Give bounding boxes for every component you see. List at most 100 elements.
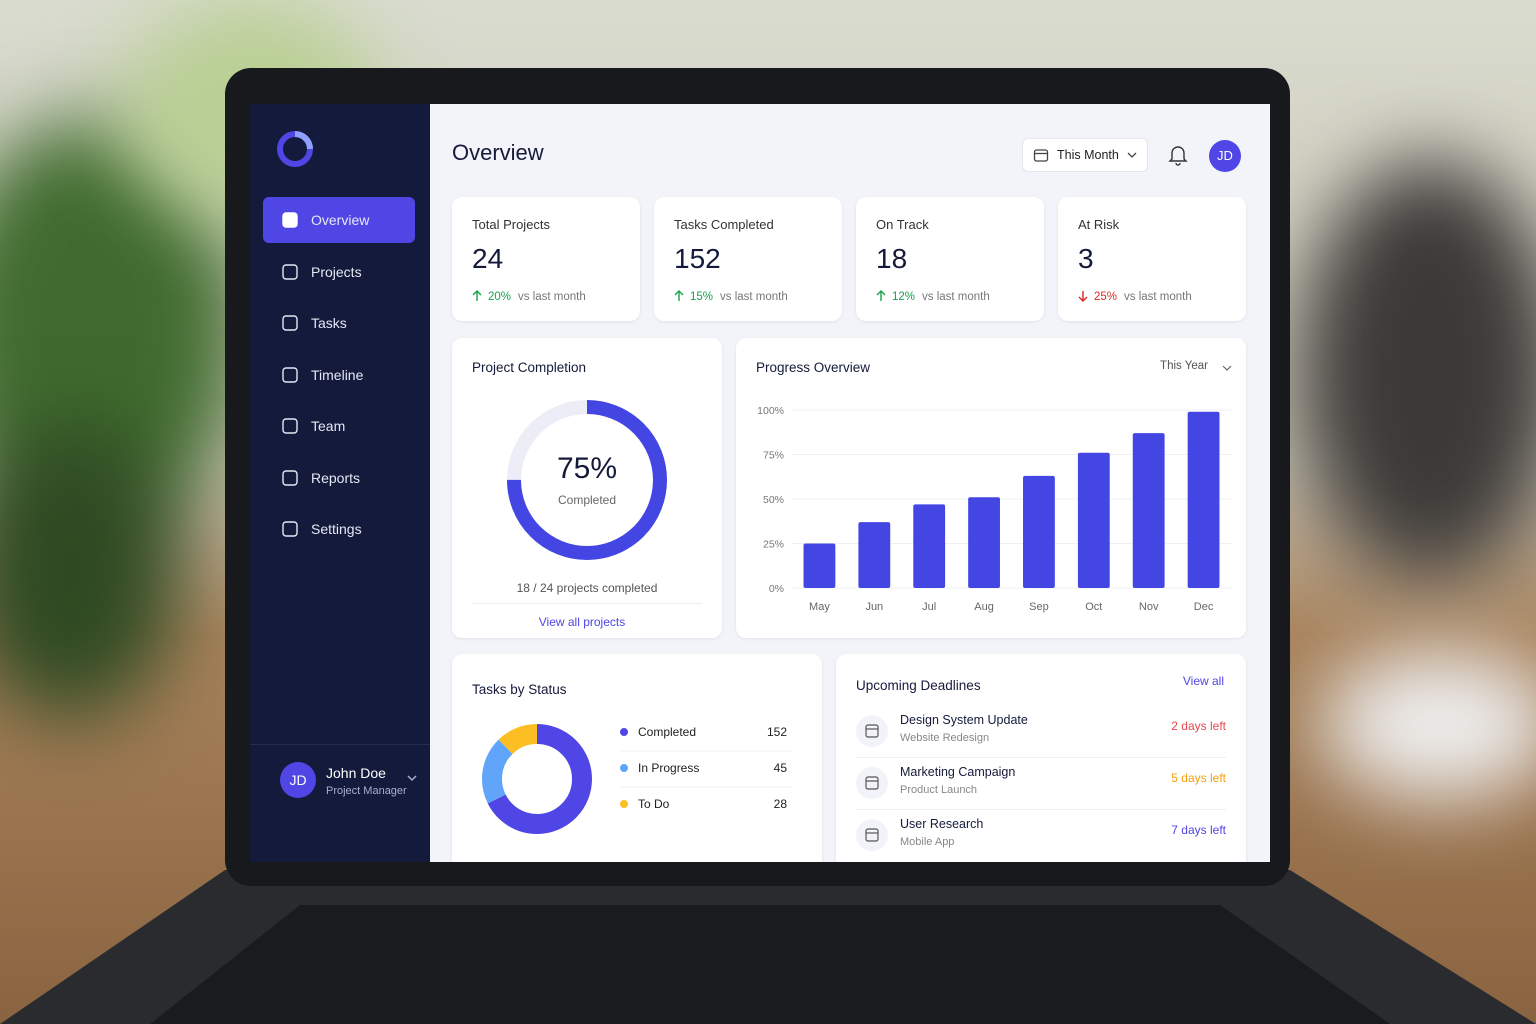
- bar: [1023, 475, 1055, 588]
- stat-note: vs last month: [518, 291, 586, 303]
- donut-value: 75%: [557, 452, 617, 485]
- bell-icon[interactable]: [1168, 144, 1188, 166]
- legend-label: In Progress: [638, 761, 699, 775]
- chevron-path: [1222, 365, 1232, 371]
- nav-icon: [282, 521, 298, 537]
- nav-item[interactable]: Reports: [263, 455, 415, 501]
- page-title: Overview: [452, 140, 544, 165]
- card-title: Project Completion: [472, 360, 587, 375]
- arrow-shape: [1078, 291, 1088, 302]
- plant-blur: [0, 420, 180, 720]
- stat-note: vs last month: [922, 291, 990, 303]
- chevron-path: [407, 775, 417, 782]
- icon-shape: [1168, 146, 1188, 166]
- arrow-shape: [674, 290, 684, 301]
- period-select[interactable]: This Month: [1022, 138, 1148, 172]
- header-avatar[interactable]: JD: [1209, 140, 1241, 172]
- legend-value: 28: [774, 797, 788, 811]
- logo-arc: [294, 131, 313, 150]
- deadline-row[interactable]: Marketing Campaign Product Launch 5 days l…: [856, 761, 1226, 810]
- nav-item[interactable]: Team: [263, 403, 415, 449]
- legend-dot: [620, 728, 628, 736]
- legend-value: 152: [767, 725, 787, 739]
- icon-shape: [282, 418, 298, 434]
- deadline-name: Marketing Campaign: [900, 765, 1016, 779]
- nav-label: Projects: [311, 263, 362, 280]
- icon-shape: [282, 212, 298, 228]
- nav-icon: [282, 315, 298, 331]
- chevron: [1222, 365, 1232, 371]
- nav-item[interactable]: Overview: [263, 197, 415, 243]
- chevron-path: [1127, 152, 1137, 158]
- legend-dot: [620, 800, 628, 808]
- nav-item[interactable]: Projects: [263, 249, 415, 295]
- user-role: Project Manager: [326, 785, 407, 797]
- x-tick-label: Oct: [1085, 601, 1102, 613]
- stat-label: Total Projects: [472, 217, 551, 232]
- trend-arrow: [472, 290, 482, 301]
- stat-card: Tasks Completed 152 15% vs last month: [654, 197, 842, 321]
- notebook-blur: [1320, 650, 1536, 800]
- icon-bg: [856, 715, 888, 747]
- y-tick-label: 100%: [757, 405, 784, 417]
- view-projects-link[interactable]: View all projects: [538, 615, 626, 629]
- icon-shape: [865, 776, 879, 790]
- completion-summary: 18 / 24 projects completed: [516, 581, 658, 595]
- sidebar: JD John Doe Project Manager Overview Proj…: [250, 104, 430, 862]
- nav-item[interactable]: Tasks: [263, 300, 415, 346]
- deadline-row[interactable]: User Research Mobile App 7 days left: [856, 813, 1226, 859]
- deadline-name: Design System Update: [900, 713, 1028, 727]
- deadlines-card: Upcoming Deadlines View all Design System …: [836, 654, 1246, 862]
- divider: [856, 757, 1226, 758]
- stat-value: 18: [876, 243, 908, 274]
- logo: [277, 131, 313, 167]
- nav-label: Team: [311, 418, 346, 434]
- x-tick-label: Nov: [1139, 601, 1159, 613]
- nav-label: Settings: [311, 521, 362, 537]
- deadline-row[interactable]: Design System Update Website Redesign 2 da…: [856, 709, 1226, 758]
- calendar-icon: [1033, 149, 1049, 162]
- nav-label: Tasks: [311, 315, 347, 331]
- nav-icon: [282, 263, 298, 280]
- y-tick-label: 25%: [763, 539, 784, 551]
- donut-segment: [482, 724, 592, 834]
- period-select[interactable]: This Year: [1160, 360, 1208, 372]
- y-tick-label: 75%: [763, 450, 784, 462]
- stat-value: 152: [674, 243, 721, 274]
- user-avatar[interactable]: JD: [280, 762, 316, 798]
- keyboard: [150, 905, 1390, 1024]
- nav-icon: [282, 366, 298, 383]
- deadline-name: User Research: [900, 817, 984, 831]
- bar: [1187, 411, 1220, 588]
- nav-item[interactable]: Settings: [263, 506, 415, 552]
- card-title: Progress Overview: [756, 360, 871, 375]
- screen: JD John Doe Project Manager Overview Proj…: [250, 104, 1270, 862]
- stat-label: Tasks Completed: [674, 217, 774, 232]
- icon-shape: [282, 263, 298, 280]
- deadline-due: 7 days left: [1171, 823, 1226, 837]
- user-name: John Doe: [326, 765, 386, 781]
- trend-arrow: [674, 290, 684, 301]
- card-title: Tasks by Status: [472, 682, 567, 697]
- stat-note: vs last month: [1124, 291, 1192, 303]
- view-all-link[interactable]: View all: [1182, 674, 1224, 688]
- completion-donut: 75% Completed: [507, 400, 667, 560]
- status-donut: Completed 152 In Progress 45 To Do 28: [482, 724, 792, 834]
- x-tick-label: Dec: [1194, 601, 1214, 613]
- bar: [858, 522, 891, 588]
- icon-shape: [865, 828, 879, 842]
- legend-label: Completed: [638, 725, 696, 739]
- bar: [1132, 433, 1165, 588]
- chevron: [1127, 152, 1137, 158]
- stat-card: At Risk 3 25% vs last month: [1058, 197, 1246, 321]
- divider: [856, 809, 1226, 810]
- card-title: Upcoming Deadlines: [856, 678, 981, 693]
- calendar-icon: [856, 767, 888, 799]
- nav-item[interactable]: Timeline: [263, 352, 415, 398]
- legend-dot: [620, 764, 628, 772]
- legend-value: 45: [774, 761, 788, 775]
- bar: [913, 504, 946, 588]
- stat-change: 20%: [488, 291, 512, 303]
- x-tick-label: Jul: [922, 601, 936, 613]
- period-label: This Month: [1057, 148, 1119, 162]
